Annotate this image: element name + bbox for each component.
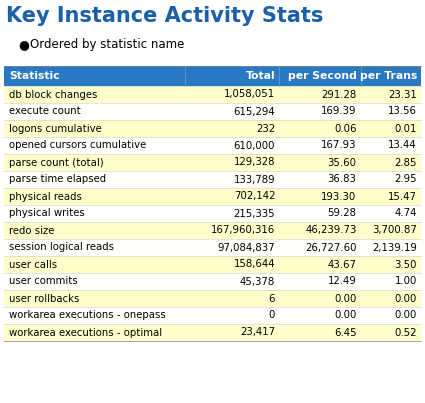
Text: 0.00: 0.00 bbox=[334, 293, 357, 303]
Text: per Second: per Second bbox=[288, 71, 357, 81]
Text: workarea executions - onepass: workarea executions - onepass bbox=[9, 310, 166, 320]
Text: workarea executions - optimal: workarea executions - optimal bbox=[9, 328, 162, 337]
Text: 23.31: 23.31 bbox=[388, 89, 417, 100]
Text: redo size: redo size bbox=[9, 226, 54, 235]
Text: 13.56: 13.56 bbox=[388, 106, 417, 116]
Text: 6.45: 6.45 bbox=[334, 328, 357, 337]
Bar bbox=[4, 205, 421, 222]
Text: physical reads: physical reads bbox=[9, 191, 82, 202]
Text: 43.67: 43.67 bbox=[328, 260, 357, 270]
Text: 1,058,051: 1,058,051 bbox=[224, 89, 275, 100]
Text: 167.93: 167.93 bbox=[321, 141, 357, 150]
Bar bbox=[4, 86, 421, 103]
Text: 6: 6 bbox=[269, 293, 275, 303]
Text: db block changes: db block changes bbox=[9, 89, 97, 100]
Text: 0.00: 0.00 bbox=[334, 310, 357, 320]
Text: 45,378: 45,378 bbox=[240, 276, 275, 287]
Text: user calls: user calls bbox=[9, 260, 57, 270]
Text: session logical reads: session logical reads bbox=[9, 243, 114, 253]
Text: 0.00: 0.00 bbox=[395, 293, 417, 303]
Text: 702,142: 702,142 bbox=[234, 191, 275, 202]
Text: 610,000: 610,000 bbox=[234, 141, 275, 150]
Text: 129,328: 129,328 bbox=[234, 158, 275, 168]
Text: logons cumulative: logons cumulative bbox=[9, 123, 102, 133]
Text: 3,700.87: 3,700.87 bbox=[372, 226, 417, 235]
Text: Key Instance Activity Stats: Key Instance Activity Stats bbox=[6, 6, 323, 26]
Text: 26,727.60: 26,727.60 bbox=[305, 243, 357, 253]
Bar bbox=[4, 154, 421, 171]
Text: 0.52: 0.52 bbox=[394, 328, 417, 337]
Bar bbox=[4, 239, 421, 256]
Text: parse time elapsed: parse time elapsed bbox=[9, 174, 106, 185]
Text: 12.49: 12.49 bbox=[328, 276, 357, 287]
Bar bbox=[4, 120, 421, 137]
Text: 0.00: 0.00 bbox=[395, 310, 417, 320]
Text: physical writes: physical writes bbox=[9, 208, 85, 218]
Bar bbox=[4, 66, 421, 86]
Text: 193.30: 193.30 bbox=[321, 191, 357, 202]
Text: 97,084,837: 97,084,837 bbox=[218, 243, 275, 253]
Text: 13.44: 13.44 bbox=[388, 141, 417, 150]
Text: 2.95: 2.95 bbox=[394, 174, 417, 185]
Text: 36.83: 36.83 bbox=[328, 174, 357, 185]
Text: 215,335: 215,335 bbox=[234, 208, 275, 218]
Text: 46,239.73: 46,239.73 bbox=[305, 226, 357, 235]
Text: 232: 232 bbox=[256, 123, 275, 133]
Bar bbox=[4, 171, 421, 188]
Text: execute count: execute count bbox=[9, 106, 81, 116]
Text: 0.06: 0.06 bbox=[334, 123, 357, 133]
Text: 59.28: 59.28 bbox=[328, 208, 357, 218]
Text: ●: ● bbox=[18, 38, 29, 51]
Bar bbox=[4, 324, 421, 341]
Text: 133,789: 133,789 bbox=[234, 174, 275, 185]
Text: user rollbacks: user rollbacks bbox=[9, 293, 79, 303]
Text: 4.74: 4.74 bbox=[394, 208, 417, 218]
Text: 15.47: 15.47 bbox=[388, 191, 417, 202]
Text: 169.39: 169.39 bbox=[321, 106, 357, 116]
Text: 23,417: 23,417 bbox=[240, 328, 275, 337]
Bar bbox=[4, 188, 421, 205]
Bar bbox=[4, 273, 421, 290]
Text: 615,294: 615,294 bbox=[233, 106, 275, 116]
Text: 1.00: 1.00 bbox=[395, 276, 417, 287]
Text: Total: Total bbox=[246, 71, 275, 81]
Bar bbox=[4, 137, 421, 154]
Bar bbox=[4, 290, 421, 307]
Text: Ordered by statistic name: Ordered by statistic name bbox=[30, 38, 184, 51]
Text: Statistic: Statistic bbox=[9, 71, 60, 81]
Text: 167,960,316: 167,960,316 bbox=[211, 226, 275, 235]
Text: 3.50: 3.50 bbox=[394, 260, 417, 270]
Text: per Trans: per Trans bbox=[360, 71, 417, 81]
Text: 35.60: 35.60 bbox=[328, 158, 357, 168]
Text: 2,139.19: 2,139.19 bbox=[372, 243, 417, 253]
Text: opened cursors cumulative: opened cursors cumulative bbox=[9, 141, 146, 150]
Text: parse count (total): parse count (total) bbox=[9, 158, 104, 168]
Text: 0: 0 bbox=[269, 310, 275, 320]
Bar bbox=[4, 307, 421, 324]
Bar bbox=[4, 256, 421, 273]
Text: 291.28: 291.28 bbox=[321, 89, 357, 100]
Text: user commits: user commits bbox=[9, 276, 78, 287]
Text: 2.85: 2.85 bbox=[394, 158, 417, 168]
Bar bbox=[4, 222, 421, 239]
Text: 0.01: 0.01 bbox=[395, 123, 417, 133]
Text: 158,644: 158,644 bbox=[234, 260, 275, 270]
Bar bbox=[4, 103, 421, 120]
